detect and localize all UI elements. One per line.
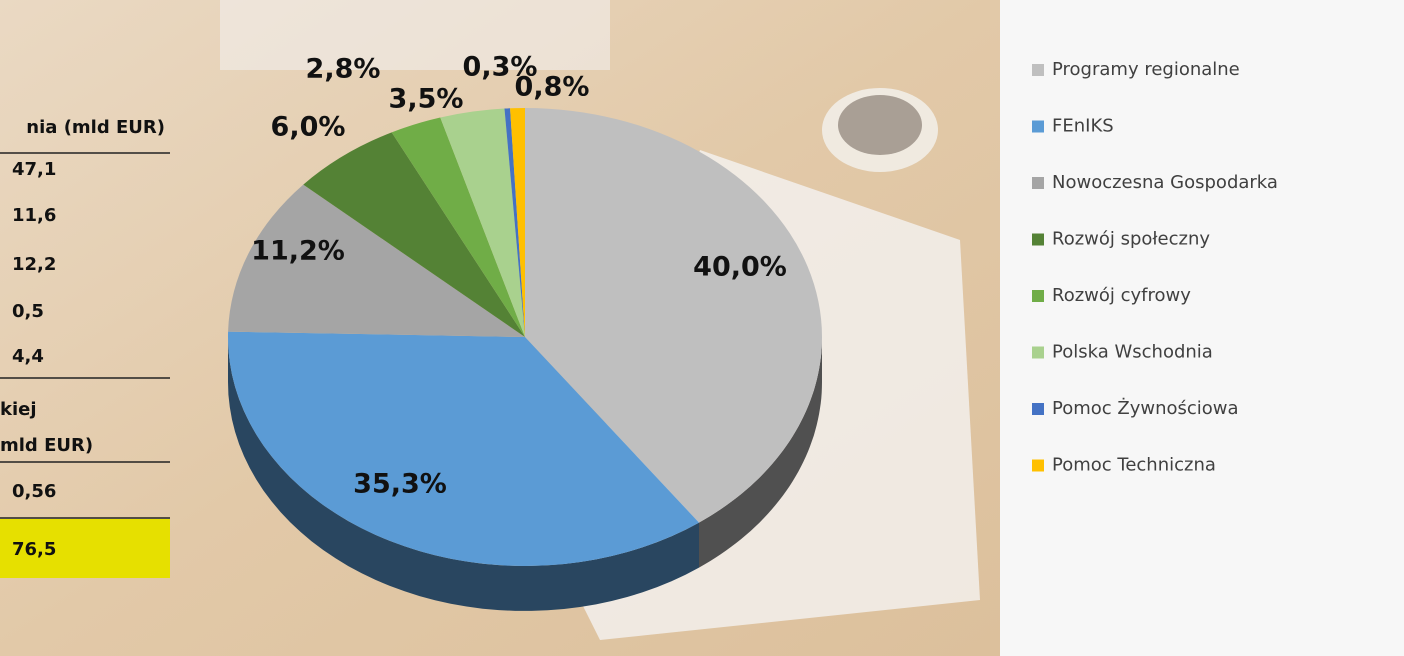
table-cell: 12,2 xyxy=(12,254,56,275)
table-cell: 4,4 xyxy=(12,346,44,367)
legend-panel xyxy=(1000,0,1404,656)
legend-label: Programy regionalne xyxy=(1052,59,1240,80)
legend-label: Rozwój społeczny xyxy=(1052,229,1210,250)
table-cell: 0,56 xyxy=(12,481,56,502)
legend-label: Pomoc Techniczna xyxy=(1052,455,1216,476)
table-cell: 47,1 xyxy=(12,159,56,180)
slide: nia (mld EUR) 47,1 11,6 12,2 0,5 4,4 kie… xyxy=(0,0,1404,656)
legend-label: Pomoc Żywnościowa xyxy=(1052,398,1239,419)
data-label: 35,3% xyxy=(353,469,447,500)
legend-label: Rozwój cyfrowy xyxy=(1052,285,1191,306)
legend-swatch xyxy=(1032,460,1044,472)
data-label: 11,2% xyxy=(251,236,345,267)
data-label: 0,8% xyxy=(515,72,590,103)
calculator xyxy=(220,0,610,70)
table-header: nia (mld EUR) xyxy=(26,117,165,138)
legend-swatch xyxy=(1032,347,1044,359)
legend-label: FEnIKS xyxy=(1052,116,1114,137)
data-label: 3,5% xyxy=(389,84,464,115)
data-label: 6,0% xyxy=(271,112,346,143)
legend-swatch xyxy=(1032,403,1044,415)
legend-swatch xyxy=(1032,290,1044,302)
legend-swatch xyxy=(1032,64,1044,76)
table-subheader: kiej xyxy=(0,399,37,420)
table-subheader: mld EUR) xyxy=(0,435,93,456)
legend-swatch xyxy=(1032,234,1044,246)
legend-swatch xyxy=(1032,121,1044,133)
data-label: 2,8% xyxy=(306,54,381,85)
legend-label: Nowoczesna Gospodarka xyxy=(1052,172,1278,193)
coffee xyxy=(838,95,922,155)
table-total: 76,5 xyxy=(12,539,56,560)
legend-swatch xyxy=(1032,177,1044,189)
table-cell: 11,6 xyxy=(12,205,56,226)
legend-label: Polska Wschodnia xyxy=(1052,342,1213,363)
table-cell: 0,5 xyxy=(12,301,44,322)
data-label: 40,0% xyxy=(693,252,787,283)
